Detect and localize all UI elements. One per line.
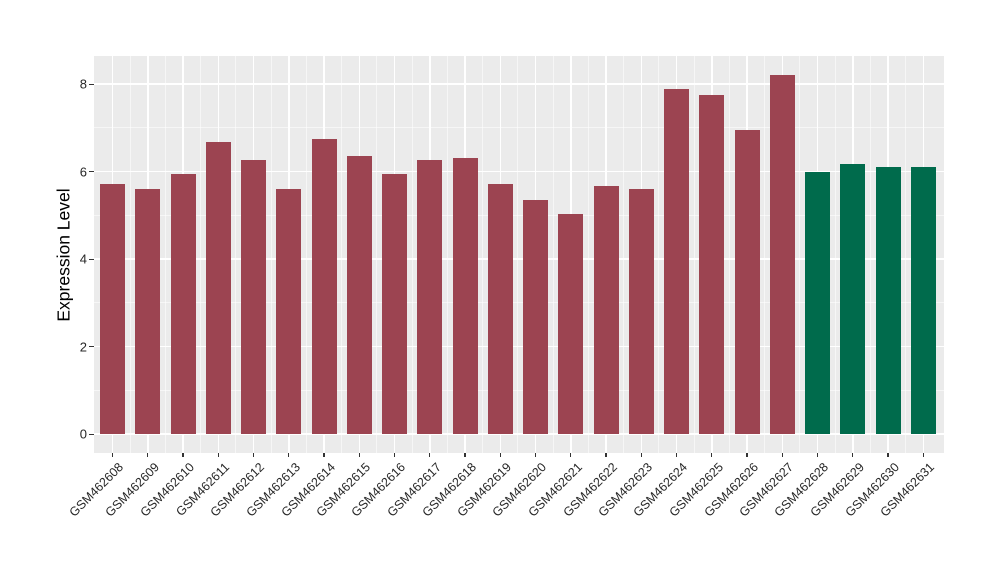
minor-gridline-y-1: [94, 389, 944, 391]
x-tick-GSM462608: [111, 453, 114, 457]
bar-GSM462613: [276, 189, 302, 434]
x-tick-GSM462630: [887, 453, 889, 457]
minor-gridline-x: [587, 56, 589, 453]
y-tick-label-0: 0: [79, 426, 87, 442]
minor-gridline-y-5: [94, 214, 944, 216]
x-tick-GSM462625: [711, 453, 713, 457]
x-tick-GSM462628: [816, 453, 819, 457]
bar-GSM462619: [487, 183, 513, 434]
major-gridline-y-2: [94, 345, 944, 348]
x-tick-GSM462613: [288, 453, 290, 457]
x-tick-GSM462620: [534, 453, 537, 457]
plot-panel: [94, 56, 944, 453]
bar-GSM462615: [346, 155, 372, 434]
minor-gridline-x: [517, 56, 519, 453]
minor-gridline-x: [623, 56, 625, 453]
x-tick-GSM462615: [358, 453, 360, 457]
bar-GSM462609: [135, 189, 161, 434]
major-gridline-y-8: [94, 83, 944, 85]
bar-GSM462624: [664, 88, 689, 434]
bar-GSM462623: [628, 189, 654, 434]
minor-gridline-x: [129, 56, 131, 453]
bar-GSM462625: [699, 94, 725, 434]
minor-gridline-x: [411, 56, 413, 453]
minor-gridline-x: [376, 56, 378, 453]
minor-gridline-y-7: [94, 127, 944, 129]
bar-GSM462611: [205, 141, 231, 434]
x-tick-GSM462627: [781, 453, 783, 457]
y-tick-label-8: 8: [79, 76, 87, 92]
bar-GSM462614: [311, 139, 337, 434]
minor-gridline-x: [341, 56, 343, 453]
x-tick-GSM462616: [393, 453, 396, 457]
y-axis-title: Expression Level: [53, 188, 74, 322]
bar-GSM462616: [382, 173, 407, 434]
bar-GSM462620: [523, 199, 548, 434]
minor-gridline-x: [164, 56, 166, 453]
major-gridline-y-6: [94, 170, 944, 173]
minor-gridline-x: [764, 56, 766, 453]
y-tick-4: [89, 258, 94, 260]
minor-gridline-x: [446, 56, 448, 453]
y-tick-label-4: 4: [79, 251, 87, 267]
x-tick-GSM462618: [464, 453, 466, 457]
major-gridline-y-0: [94, 433, 944, 435]
bar-GSM462608: [100, 183, 125, 434]
minor-gridline-x: [728, 56, 730, 453]
minor-gridline-x: [869, 56, 871, 453]
minor-gridline-x: [834, 56, 836, 453]
minor-gridline-x: [552, 56, 554, 453]
bar-GSM462631: [910, 167, 936, 434]
y-tick-0: [89, 433, 94, 435]
minor-gridline-x: [482, 56, 484, 453]
minor-gridline-x: [905, 56, 907, 453]
minor-gridline-x: [200, 56, 202, 453]
x-tick-GSM462609: [147, 453, 149, 457]
major-gridline-y-4: [94, 258, 944, 260]
bar-GSM462618: [452, 157, 478, 434]
minor-gridline-x: [235, 56, 237, 453]
x-tick-GSM462626: [746, 453, 748, 457]
bar-GSM462612: [241, 159, 266, 434]
x-tick-GSM462617: [429, 453, 431, 457]
bar-GSM462617: [417, 160, 443, 434]
x-tick-GSM462611: [217, 453, 219, 457]
minor-gridline-x: [270, 56, 272, 453]
x-tick-GSM462629: [852, 453, 854, 457]
y-tick-6: [89, 171, 94, 173]
bar-GSM462630: [875, 167, 901, 434]
x-tick-GSM462610: [182, 453, 184, 457]
minor-gridline-x: [658, 56, 660, 453]
x-tick-GSM462624: [675, 453, 678, 457]
y-tick-label-6: 6: [79, 164, 87, 179]
minor-gridline-x: [799, 56, 801, 453]
bar-GSM462629: [840, 164, 866, 434]
bar-GSM462627: [769, 74, 795, 434]
x-tick-GSM462619: [499, 453, 501, 457]
y-tick-2: [89, 346, 94, 348]
x-tick-GSM462614: [323, 453, 325, 457]
bar-GSM462622: [593, 186, 619, 434]
x-tick-GSM462612: [252, 453, 255, 457]
minor-gridline-y-3: [94, 302, 944, 304]
y-tick-8: [89, 83, 94, 85]
bar-GSM462621: [558, 214, 584, 434]
x-tick-GSM462621: [570, 453, 572, 457]
x-tick-GSM462622: [605, 453, 607, 457]
y-tick-label-2: 2: [79, 339, 87, 354]
minor-gridline-x: [305, 56, 307, 453]
bar-GSM462610: [170, 174, 196, 434]
x-tick-GSM462623: [640, 453, 642, 457]
bar-GSM462626: [734, 129, 760, 434]
minor-gridline-x: [693, 56, 695, 453]
bar-GSM462628: [805, 171, 830, 434]
x-tick-GSM462631: [922, 453, 924, 457]
